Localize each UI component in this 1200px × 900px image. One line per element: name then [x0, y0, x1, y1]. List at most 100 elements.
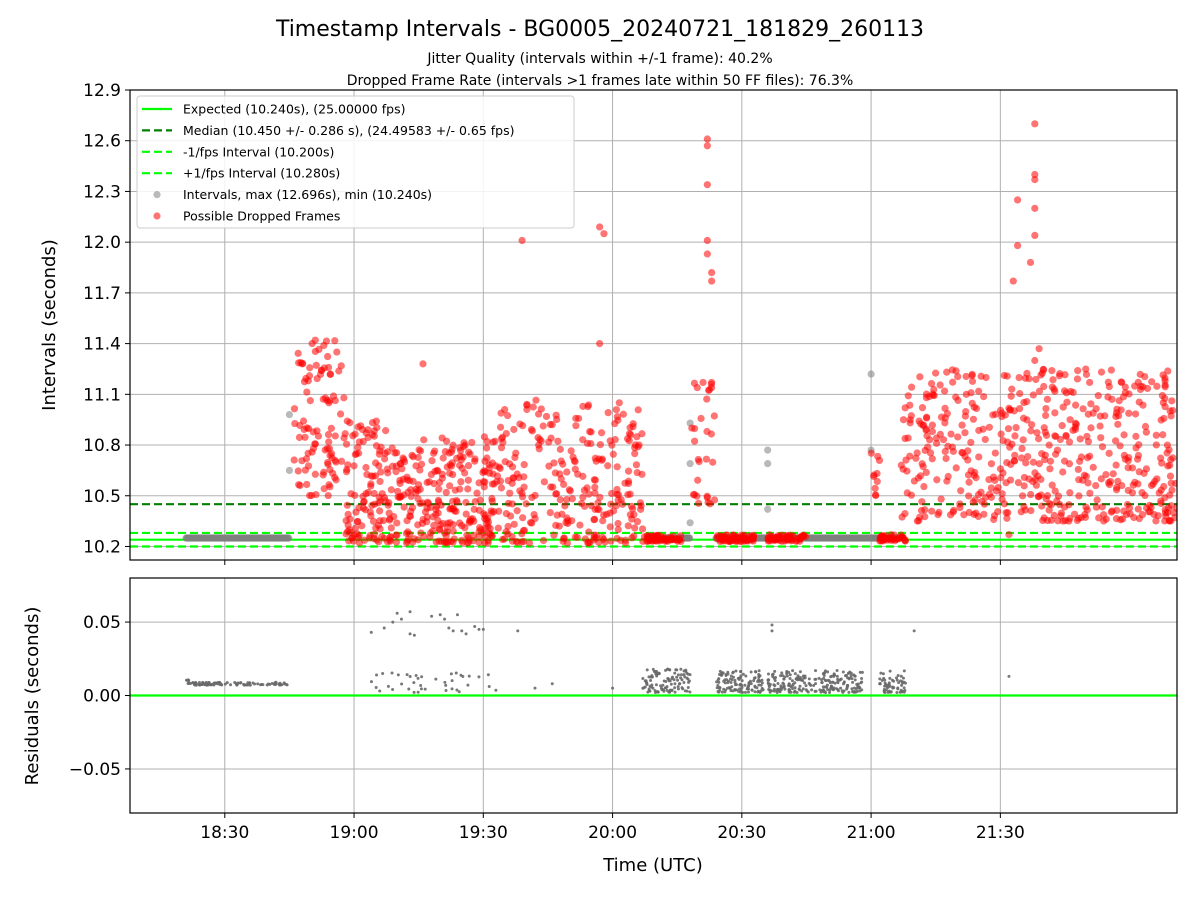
data-point	[367, 480, 375, 488]
data-point	[822, 690, 826, 694]
data-point	[519, 493, 527, 501]
data-point	[649, 679, 653, 683]
data-point	[536, 435, 544, 444]
data-point	[860, 670, 864, 674]
data-point	[1076, 457, 1084, 465]
data-point	[572, 414, 580, 422]
data-point	[944, 442, 952, 450]
data-point	[912, 629, 916, 633]
data-point	[611, 435, 619, 444]
data-point	[325, 438, 333, 446]
data-point	[624, 467, 633, 475]
data-point	[381, 671, 385, 675]
data-point	[1134, 505, 1142, 513]
data-point	[798, 676, 802, 680]
data-point	[840, 689, 844, 693]
data-point	[608, 441, 616, 449]
legend: Expected (10.240s), (25.00000 fps) Median…	[136, 95, 575, 229]
data-point	[1005, 404, 1013, 412]
data-point	[1051, 432, 1059, 440]
data-point	[1104, 378, 1112, 386]
data-point	[307, 491, 316, 500]
data-point	[804, 684, 808, 688]
data-point	[301, 466, 309, 474]
data-point	[1075, 492, 1083, 500]
data-point	[639, 525, 647, 533]
data-point	[302, 455, 311, 463]
data-point	[391, 688, 395, 692]
data-point	[739, 669, 743, 673]
data-point	[666, 667, 670, 671]
data-point	[419, 684, 423, 688]
data-point	[1047, 516, 1055, 524]
data-point	[957, 487, 965, 495]
data-point	[560, 534, 568, 543]
data-point	[896, 687, 900, 691]
data-point	[566, 487, 574, 495]
data-point	[776, 682, 780, 686]
data-point	[1017, 508, 1025, 516]
data-point	[1084, 454, 1092, 462]
data-point	[326, 451, 334, 459]
data-point	[510, 425, 518, 434]
data-point	[838, 678, 842, 682]
data-point	[557, 457, 565, 465]
data-point	[324, 430, 333, 439]
data-point	[1107, 366, 1115, 374]
data-point	[343, 501, 351, 509]
data-point	[764, 460, 772, 468]
data-point	[464, 476, 472, 484]
data-point	[682, 669, 686, 673]
data-point	[469, 531, 478, 539]
data-point	[971, 468, 979, 477]
data-point	[321, 446, 329, 454]
data-point	[795, 691, 799, 695]
data-point	[446, 482, 454, 490]
data-point	[532, 396, 540, 404]
data-point	[752, 676, 756, 680]
data-point	[715, 680, 719, 684]
data-point	[1074, 465, 1082, 474]
data-point	[494, 688, 498, 692]
data-point	[1114, 420, 1122, 428]
data-point	[676, 685, 680, 689]
data-point	[703, 236, 711, 245]
data-point	[1032, 481, 1040, 489]
data-point	[344, 521, 352, 529]
data-point	[780, 537, 789, 545]
data-point	[1000, 500, 1009, 508]
data-point	[793, 681, 797, 685]
data-point	[928, 427, 937, 436]
data-point	[601, 538, 609, 546]
data-point	[676, 687, 680, 691]
data-point	[294, 467, 302, 475]
data-point	[342, 530, 350, 538]
data-point	[446, 469, 454, 477]
data-point	[359, 492, 367, 501]
data-point	[835, 674, 839, 678]
data-point	[628, 534, 636, 542]
data-point	[937, 495, 945, 503]
data-point	[979, 425, 987, 433]
data-point	[476, 496, 484, 504]
data-point	[899, 416, 908, 424]
data-point	[229, 683, 233, 687]
data-point	[613, 534, 621, 543]
data-point	[1046, 500, 1054, 508]
plot-area	[130, 120, 1177, 548]
data-point	[796, 678, 800, 682]
data-point	[418, 519, 427, 528]
data-point	[733, 683, 737, 687]
data-point	[851, 690, 855, 694]
data-point	[996, 465, 1005, 473]
data-point	[613, 490, 621, 498]
data-point	[1063, 398, 1071, 406]
data-point	[788, 677, 792, 681]
data-point	[1140, 469, 1148, 477]
data-point	[458, 538, 467, 547]
data-point	[1074, 514, 1083, 522]
data-point	[624, 477, 633, 485]
data-point	[290, 456, 298, 464]
data-point	[623, 435, 632, 443]
data-point	[878, 677, 882, 681]
